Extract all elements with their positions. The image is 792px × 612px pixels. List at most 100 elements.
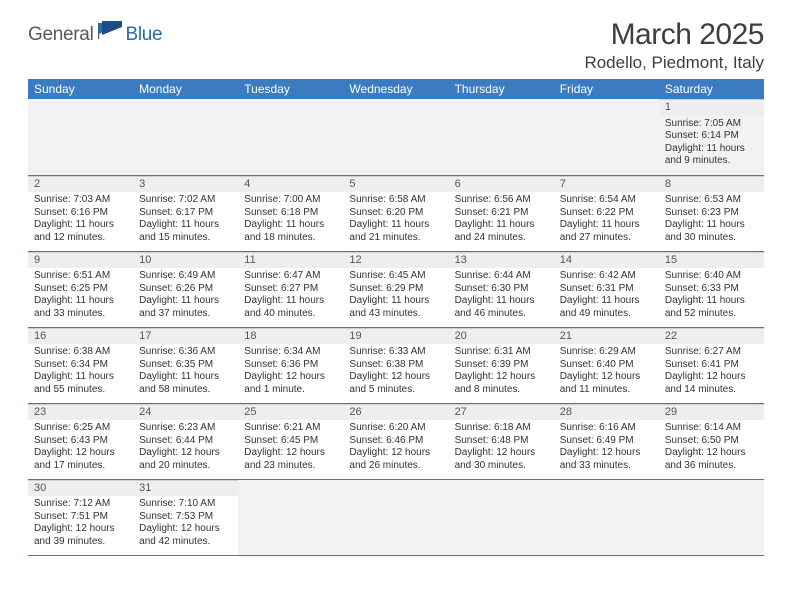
weekday-header: Thursday xyxy=(449,79,554,99)
daylight-text: and 30 minutes. xyxy=(455,460,548,473)
daylight-text: Daylight: 12 hours xyxy=(139,447,232,460)
day-number: 25 xyxy=(238,404,343,421)
sunset-text: Sunset: 6:34 PM xyxy=(34,359,127,372)
daylight-text: and 49 minutes. xyxy=(560,308,653,321)
calendar-cell: 28Sunrise: 6:16 AMSunset: 6:49 PMDayligh… xyxy=(554,403,659,479)
daylight-text: and 11 minutes. xyxy=(560,384,653,397)
calendar-cell xyxy=(554,99,659,175)
calendar-cell: 4Sunrise: 7:00 AMSunset: 6:18 PMDaylight… xyxy=(238,175,343,251)
sunrise-text: Sunrise: 7:03 AM xyxy=(34,194,127,207)
daylight-text: Daylight: 12 hours xyxy=(665,371,758,384)
daylight-text: and 42 minutes. xyxy=(139,536,232,549)
weekday-header: Sunday xyxy=(28,79,133,99)
calendar-table: Sunday Monday Tuesday Wednesday Thursday… xyxy=(28,79,764,556)
calendar-week-row: 9Sunrise: 6:51 AMSunset: 6:25 PMDaylight… xyxy=(28,251,764,327)
day-number: 15 xyxy=(659,252,764,269)
daylight-text: Daylight: 11 hours xyxy=(665,219,758,232)
daylight-text: and 9 minutes. xyxy=(665,155,758,168)
daylight-text: and 26 minutes. xyxy=(349,460,442,473)
daylight-text: and 15 minutes. xyxy=(139,232,232,245)
calendar-cell: 10Sunrise: 6:49 AMSunset: 6:26 PMDayligh… xyxy=(133,251,238,327)
sunrise-text: Sunrise: 6:58 AM xyxy=(349,194,442,207)
day-number: 16 xyxy=(28,328,133,345)
calendar-cell: 27Sunrise: 6:18 AMSunset: 6:48 PMDayligh… xyxy=(449,403,554,479)
day-number: 13 xyxy=(449,252,554,269)
daylight-text: and 37 minutes. xyxy=(139,308,232,321)
daylight-text: and 58 minutes. xyxy=(139,384,232,397)
calendar-cell: 7Sunrise: 6:54 AMSunset: 6:22 PMDaylight… xyxy=(554,175,659,251)
title-block: March 2025 Rodello, Piedmont, Italy xyxy=(584,18,764,73)
day-number: 22 xyxy=(659,328,764,345)
sunset-text: Sunset: 6:43 PM xyxy=(34,435,127,448)
logo: General Blue xyxy=(28,18,162,46)
calendar-cell: 6Sunrise: 6:56 AMSunset: 6:21 PMDaylight… xyxy=(449,175,554,251)
calendar-cell: 9Sunrise: 6:51 AMSunset: 6:25 PMDaylight… xyxy=(28,251,133,327)
daylight-text: Daylight: 12 hours xyxy=(560,371,653,384)
calendar-cell: 5Sunrise: 6:58 AMSunset: 6:20 PMDaylight… xyxy=(343,175,448,251)
calendar-cell: 23Sunrise: 6:25 AMSunset: 6:43 PMDayligh… xyxy=(28,403,133,479)
day-number: 29 xyxy=(659,404,764,421)
sunset-text: Sunset: 7:53 PM xyxy=(139,511,232,524)
sunset-text: Sunset: 6:31 PM xyxy=(560,283,653,296)
calendar-cell: 16Sunrise: 6:38 AMSunset: 6:34 PMDayligh… xyxy=(28,327,133,403)
day-number: 9 xyxy=(28,252,133,269)
daylight-text: and 52 minutes. xyxy=(665,308,758,321)
day-number: 5 xyxy=(343,176,448,193)
sunrise-text: Sunrise: 6:54 AM xyxy=(560,194,653,207)
sunset-text: Sunset: 6:38 PM xyxy=(349,359,442,372)
page-subtitle: Rodello, Piedmont, Italy xyxy=(584,53,764,73)
day-number: 31 xyxy=(133,480,238,497)
daylight-text: and 46 minutes. xyxy=(455,308,548,321)
daylight-text: Daylight: 12 hours xyxy=(560,447,653,460)
daylight-text: Daylight: 11 hours xyxy=(34,219,127,232)
daylight-text: Daylight: 11 hours xyxy=(560,295,653,308)
daylight-text: Daylight: 11 hours xyxy=(34,295,127,308)
sunset-text: Sunset: 6:33 PM xyxy=(665,283,758,296)
calendar-cell xyxy=(133,99,238,175)
calendar-cell: 31Sunrise: 7:10 AMSunset: 7:53 PMDayligh… xyxy=(133,479,238,555)
calendar-cell xyxy=(659,479,764,555)
sunset-text: Sunset: 6:26 PM xyxy=(139,283,232,296)
daylight-text: Daylight: 11 hours xyxy=(139,371,232,384)
sunset-text: Sunset: 6:25 PM xyxy=(34,283,127,296)
daylight-text: and 12 minutes. xyxy=(34,232,127,245)
daylight-text: and 24 minutes. xyxy=(455,232,548,245)
day-number: 6 xyxy=(449,176,554,193)
day-number: 23 xyxy=(28,404,133,421)
daylight-text: Daylight: 12 hours xyxy=(139,523,232,536)
sunrise-text: Sunrise: 7:12 AM xyxy=(34,498,127,511)
calendar-week-row: 1Sunrise: 7:05 AMSunset: 6:14 PMDaylight… xyxy=(28,99,764,175)
day-number: 3 xyxy=(133,176,238,193)
day-number: 28 xyxy=(554,404,659,421)
daylight-text: and 39 minutes. xyxy=(34,536,127,549)
logo-text-part2: Blue xyxy=(126,24,163,46)
daylight-text: Daylight: 11 hours xyxy=(34,371,127,384)
sunset-text: Sunset: 6:36 PM xyxy=(244,359,337,372)
weekday-header: Monday xyxy=(133,79,238,99)
calendar-cell: 15Sunrise: 6:40 AMSunset: 6:33 PMDayligh… xyxy=(659,251,764,327)
calendar-cell: 30Sunrise: 7:12 AMSunset: 7:51 PMDayligh… xyxy=(28,479,133,555)
daylight-text: Daylight: 11 hours xyxy=(244,295,337,308)
page-header: General Blue March 2025 Rodello, Piedmon… xyxy=(28,18,764,73)
sunrise-text: Sunrise: 6:29 AM xyxy=(560,346,653,359)
calendar-cell: 14Sunrise: 6:42 AMSunset: 6:31 PMDayligh… xyxy=(554,251,659,327)
calendar-week-row: 2Sunrise: 7:03 AMSunset: 6:16 PMDaylight… xyxy=(28,175,764,251)
sunset-text: Sunset: 6:39 PM xyxy=(455,359,548,372)
day-number: 12 xyxy=(343,252,448,269)
calendar-cell xyxy=(343,479,448,555)
daylight-text: Daylight: 11 hours xyxy=(139,219,232,232)
weekday-header: Friday xyxy=(554,79,659,99)
calendar-cell xyxy=(238,479,343,555)
daylight-text: Daylight: 11 hours xyxy=(244,219,337,232)
sunrise-text: Sunrise: 6:47 AM xyxy=(244,270,337,283)
daylight-text: Daylight: 11 hours xyxy=(139,295,232,308)
sunrise-text: Sunrise: 6:53 AM xyxy=(665,194,758,207)
day-number: 17 xyxy=(133,328,238,345)
daylight-text: Daylight: 12 hours xyxy=(349,447,442,460)
weekday-header: Wednesday xyxy=(343,79,448,99)
sunset-text: Sunset: 6:29 PM xyxy=(349,283,442,296)
sunrise-text: Sunrise: 7:02 AM xyxy=(139,194,232,207)
day-number: 24 xyxy=(133,404,238,421)
daylight-text: and 17 minutes. xyxy=(34,460,127,473)
sunrise-text: Sunrise: 6:18 AM xyxy=(455,422,548,435)
